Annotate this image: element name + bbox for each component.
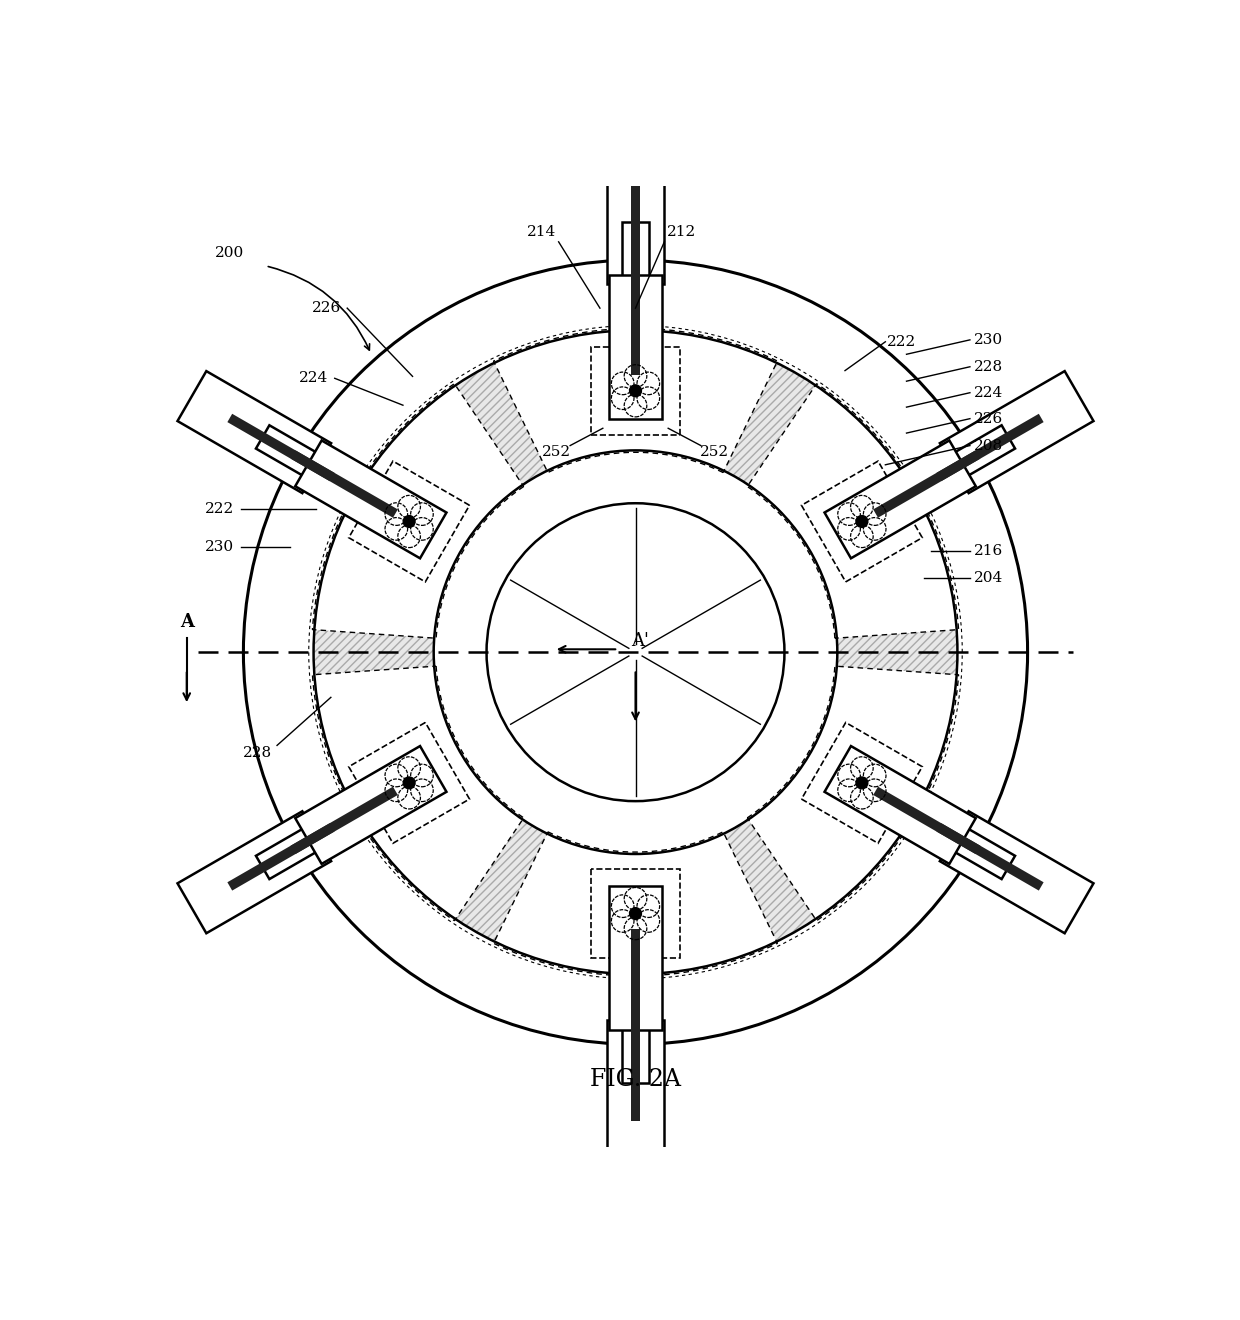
Circle shape <box>856 777 868 789</box>
Text: 222: 222 <box>205 502 234 516</box>
Bar <box>873 450 981 517</box>
Bar <box>627 937 644 1028</box>
Bar <box>609 886 662 1030</box>
Bar <box>295 441 446 558</box>
Bar <box>873 787 981 854</box>
Bar <box>255 425 370 507</box>
Text: 226: 226 <box>311 301 341 315</box>
Bar <box>940 371 1094 494</box>
Text: 204: 204 <box>973 572 1003 585</box>
Bar <box>255 799 370 879</box>
Polygon shape <box>748 667 959 920</box>
Bar <box>295 746 446 863</box>
Text: 224: 224 <box>973 385 1003 400</box>
Circle shape <box>856 516 868 528</box>
Text: 228: 228 <box>973 360 1003 374</box>
Bar <box>801 722 923 843</box>
Circle shape <box>243 260 1028 1044</box>
Bar <box>878 787 966 847</box>
Bar <box>305 787 393 847</box>
Circle shape <box>486 503 785 801</box>
Text: 214: 214 <box>527 226 556 239</box>
Bar <box>591 347 680 436</box>
Bar <box>631 1002 640 1121</box>
Text: 228: 228 <box>243 746 273 760</box>
Polygon shape <box>314 330 957 974</box>
Circle shape <box>630 908 641 920</box>
Text: 222: 222 <box>888 335 916 348</box>
Bar <box>609 275 662 418</box>
Bar <box>825 441 976 558</box>
Bar <box>627 317 644 356</box>
Bar <box>290 450 398 517</box>
Text: 216: 216 <box>973 544 1003 558</box>
Text: 252: 252 <box>699 445 729 459</box>
Bar <box>622 968 649 1082</box>
Polygon shape <box>748 384 959 639</box>
Bar <box>290 787 398 854</box>
Text: 252: 252 <box>542 445 572 459</box>
Bar <box>888 793 930 826</box>
Polygon shape <box>494 329 777 473</box>
Circle shape <box>403 516 415 528</box>
Text: A: A <box>180 612 193 631</box>
Bar <box>606 140 665 284</box>
Bar <box>901 425 1016 507</box>
Bar <box>936 824 1044 891</box>
Bar <box>177 812 331 933</box>
Text: 230: 230 <box>205 540 234 554</box>
Bar <box>878 457 966 517</box>
Circle shape <box>403 777 415 789</box>
Text: 212: 212 <box>667 226 696 239</box>
Text: A': A' <box>631 632 650 649</box>
Polygon shape <box>312 667 523 920</box>
Bar <box>631 256 640 375</box>
Bar <box>631 929 640 1048</box>
Bar <box>591 870 680 958</box>
Bar <box>622 222 649 337</box>
Bar <box>227 824 335 891</box>
Bar <box>305 457 393 517</box>
Text: 230: 230 <box>973 333 1003 347</box>
Bar <box>341 478 383 511</box>
Text: 226: 226 <box>973 412 1003 425</box>
Text: 200: 200 <box>215 247 244 260</box>
Bar <box>888 478 930 511</box>
Text: FIG. 2A: FIG. 2A <box>590 1068 681 1092</box>
Bar <box>341 793 383 826</box>
Bar <box>631 183 640 302</box>
Bar <box>348 461 470 582</box>
Bar <box>606 1020 665 1164</box>
Bar <box>348 722 470 843</box>
Bar <box>227 413 335 482</box>
Bar <box>936 413 1044 482</box>
Bar <box>940 812 1094 933</box>
Bar <box>627 276 644 367</box>
Bar <box>627 949 644 987</box>
Bar <box>825 746 976 863</box>
Text: 208: 208 <box>973 438 1003 453</box>
Bar <box>801 461 923 582</box>
Polygon shape <box>312 384 523 639</box>
Text: 224: 224 <box>299 371 329 385</box>
Polygon shape <box>494 832 777 975</box>
Bar <box>901 799 1016 879</box>
Bar <box>177 371 331 494</box>
Circle shape <box>630 385 641 397</box>
